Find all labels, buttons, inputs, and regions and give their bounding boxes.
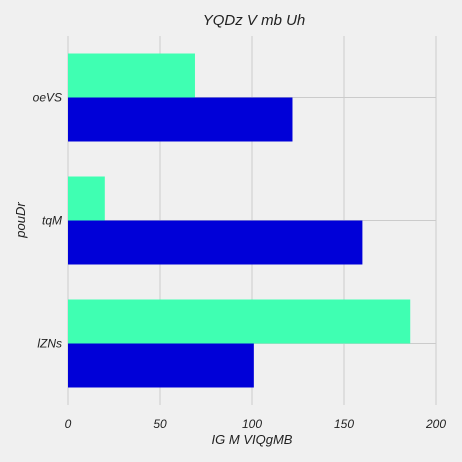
x-tick-label: 50 xyxy=(153,417,167,431)
chart-title: YQDz V mb Uh xyxy=(203,12,306,29)
bar-tqM-series-1 xyxy=(68,176,105,221)
bar-lZNs-series-2 xyxy=(68,343,254,388)
bar-oeVS-series-1 xyxy=(68,53,195,98)
x-tick-label: 100 xyxy=(242,417,262,431)
y-tick-label: lZNs xyxy=(37,337,62,351)
bar-lZNs-series-1 xyxy=(68,299,411,344)
y-tick-label: oeVS xyxy=(33,91,62,105)
bar-oeVS-series-2 xyxy=(68,97,293,142)
x-tick-label: 150 xyxy=(334,417,354,431)
y-tick-label: tqM xyxy=(42,214,62,228)
x-tick-label: 200 xyxy=(425,417,446,431)
bar-tqM-series-2 xyxy=(68,220,363,265)
x-tick-labels: 0 50 100 150 200 xyxy=(65,417,447,431)
x-tick-label: 0 xyxy=(65,417,72,431)
y-tick-labels: oeVS tqM lZNs xyxy=(33,91,62,351)
x-axis-label: IG M VIQgMB xyxy=(212,432,293,447)
bars xyxy=(68,53,411,388)
y-axis-label: pouDr xyxy=(13,202,28,239)
